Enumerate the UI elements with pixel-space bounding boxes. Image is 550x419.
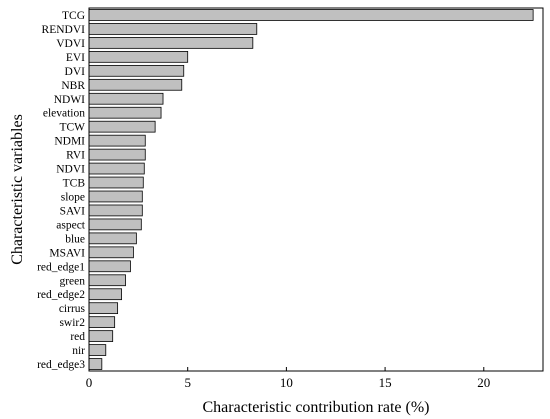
bar-MSAVI xyxy=(88,246,134,259)
y-tick-labels: TCG RENDVI VDVI EVI DVI NBR NDWI elevation TCW ND… xyxy=(37,10,86,371)
bar-cirrus xyxy=(88,302,119,315)
bar-EVI xyxy=(88,51,189,63)
bar-DVI xyxy=(88,64,185,77)
y-axis-title: Characteristic variables xyxy=(9,114,26,265)
y-tick-label: TCW xyxy=(59,122,85,134)
plot-frame xyxy=(88,7,544,372)
bar-NDWI xyxy=(88,92,164,105)
bar-red xyxy=(88,330,114,342)
y-tick-label: MSAVI xyxy=(49,247,85,259)
bar-NDVI xyxy=(88,162,145,175)
y-tick-label: NDWI xyxy=(54,94,85,106)
bars-group xyxy=(88,9,534,370)
y-tick-label: NDMI xyxy=(54,136,85,148)
bar-TCW xyxy=(88,120,156,133)
y-tick-label: VDVI xyxy=(56,38,85,50)
y-tick-label: swir2 xyxy=(59,317,85,329)
y-tick-label: red_edge1 xyxy=(37,261,85,273)
y-tick-label: TCG xyxy=(62,10,85,22)
y-tick-label: DVI xyxy=(65,66,86,78)
y-tick-label: blue xyxy=(65,233,85,245)
y-tick-label: red xyxy=(70,331,85,343)
y-tick-label: SAVI xyxy=(60,205,86,217)
y-tick-label: RENDVI xyxy=(42,24,86,36)
y-tick-label: NBR xyxy=(61,80,85,92)
y-tick-label: EVI xyxy=(66,52,85,64)
x-tick-label: 15 xyxy=(379,375,392,390)
y-tick-label: cirrus xyxy=(59,303,86,315)
bar-elevation xyxy=(88,106,162,119)
bar-red_edge1 xyxy=(88,260,131,273)
x-tick-label: 20 xyxy=(477,375,490,390)
bar-green xyxy=(88,274,126,287)
bar-RVI xyxy=(88,148,146,161)
bar-RENDVI xyxy=(88,23,258,35)
y-tick-label: aspect xyxy=(56,219,86,231)
bar-SAVI xyxy=(88,204,143,217)
y-tick-label: nir xyxy=(72,345,85,357)
y-tick-label: NDVI xyxy=(56,164,85,176)
x-axis-title: Characteristic contribution rate (%) xyxy=(202,399,429,416)
bar-TCB xyxy=(88,176,144,189)
y-tick-label: slope xyxy=(61,191,85,203)
bar-red_edge3 xyxy=(88,358,103,370)
y-tick-label: TCB xyxy=(63,178,86,190)
bar-NDMI xyxy=(88,134,146,147)
y-tick-label: red_edge3 xyxy=(37,359,85,371)
y-tick-label: elevation xyxy=(43,108,85,120)
bar-blue xyxy=(88,232,137,245)
y-tick-label: green xyxy=(59,275,85,287)
x-tick-label: 0 xyxy=(86,375,93,390)
bar-TCG xyxy=(88,9,534,21)
y-tick-label: red_edge2 xyxy=(37,289,85,301)
x-tick-label: 10 xyxy=(280,375,293,390)
bar-swir2 xyxy=(88,316,116,328)
bar-NBR xyxy=(88,78,183,91)
bar-slope xyxy=(88,190,143,203)
bar-red_edge2 xyxy=(88,288,122,301)
bar-aspect xyxy=(88,218,142,231)
x-tick-label: 5 xyxy=(184,375,191,390)
x-ticks: 0 5 10 15 20 xyxy=(86,367,490,390)
y-tick-label: RVI xyxy=(66,150,85,162)
bar-nir xyxy=(88,344,107,356)
bar-VDVI xyxy=(88,37,254,49)
